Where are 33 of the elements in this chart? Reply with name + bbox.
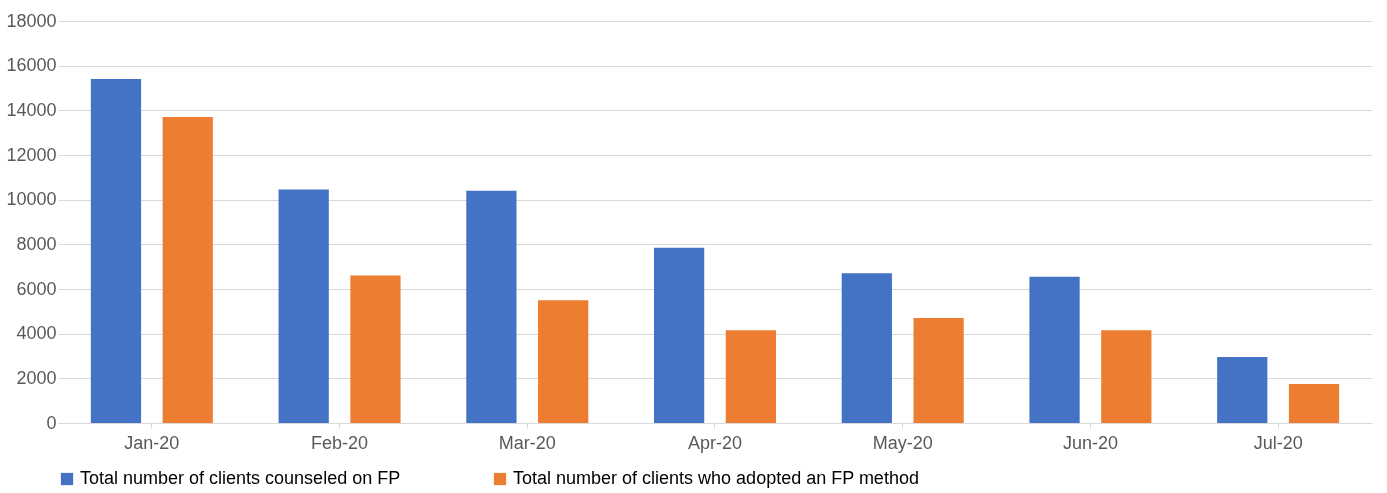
y-tick-label: 16000 <box>6 55 57 76</box>
bar <box>653 247 705 423</box>
bar <box>725 330 777 423</box>
bar <box>350 275 401 423</box>
bar <box>278 189 329 423</box>
y-tick-label: 14000 <box>6 99 57 120</box>
y-tick-label: 8000 <box>16 233 57 254</box>
y-tick-label: 10000 <box>6 189 57 210</box>
y-tick-label: 18000 <box>6 10 57 31</box>
y-tick-label: 6000 <box>16 278 57 299</box>
bar <box>1288 383 1340 423</box>
x-tick-label: Jan-20 <box>124 432 180 453</box>
y-tick-label: 0 <box>46 412 57 433</box>
bar <box>162 117 213 423</box>
bar <box>1029 276 1080 423</box>
x-tick-label: May-20 <box>872 432 933 453</box>
bar <box>466 190 517 423</box>
legend-label: Total number of clients who adopted an FP method <box>513 468 919 488</box>
x-tick-label: Feb-20 <box>311 432 369 453</box>
bar <box>841 273 892 423</box>
x-tick-label: Jun-20 <box>1062 432 1118 453</box>
bar <box>913 318 964 423</box>
x-tick-label: Mar-20 <box>498 432 556 453</box>
bar <box>538 300 589 423</box>
bar <box>90 79 142 423</box>
x-tick-label: Apr-20 <box>687 432 743 453</box>
bar <box>1101 330 1152 423</box>
y-tick-label: 2000 <box>16 367 57 388</box>
x-tick-label: Jul-20 <box>1253 432 1303 453</box>
y-tick-label: 4000 <box>16 323 57 344</box>
bar <box>1217 357 1268 423</box>
legend-label: Total number of clients counseled on FP <box>80 468 401 488</box>
y-tick-label: 12000 <box>6 144 57 165</box>
